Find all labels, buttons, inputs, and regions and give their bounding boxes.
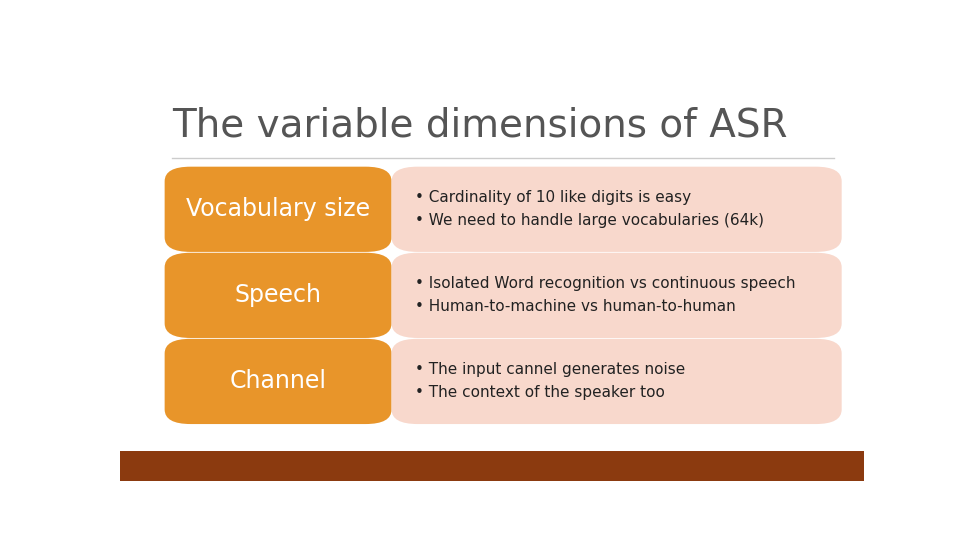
Text: • Isolated Word recognition vs continuous speech: • Isolated Word recognition vs continuou… [416, 276, 796, 292]
FancyBboxPatch shape [392, 253, 842, 338]
FancyBboxPatch shape [165, 339, 392, 424]
Text: • We need to handle large vocabularies (64k): • We need to handle large vocabularies (… [416, 213, 764, 228]
Text: Channel: Channel [229, 369, 326, 394]
FancyBboxPatch shape [392, 167, 842, 252]
Text: Speech: Speech [234, 284, 322, 307]
Text: • Cardinality of 10 like digits is easy: • Cardinality of 10 like digits is easy [416, 191, 691, 205]
FancyBboxPatch shape [165, 167, 392, 252]
FancyBboxPatch shape [120, 451, 864, 481]
Text: • Human-to-machine vs human-to-human: • Human-to-machine vs human-to-human [416, 299, 736, 314]
Text: • The context of the speaker too: • The context of the speaker too [416, 386, 665, 400]
FancyBboxPatch shape [165, 253, 392, 338]
FancyBboxPatch shape [392, 339, 842, 424]
Text: Vocabulary size: Vocabulary size [186, 197, 371, 221]
Text: • The input cannel generates noise: • The input cannel generates noise [416, 362, 685, 377]
Text: The variable dimensions of ASR: The variable dimensions of ASR [172, 106, 787, 144]
